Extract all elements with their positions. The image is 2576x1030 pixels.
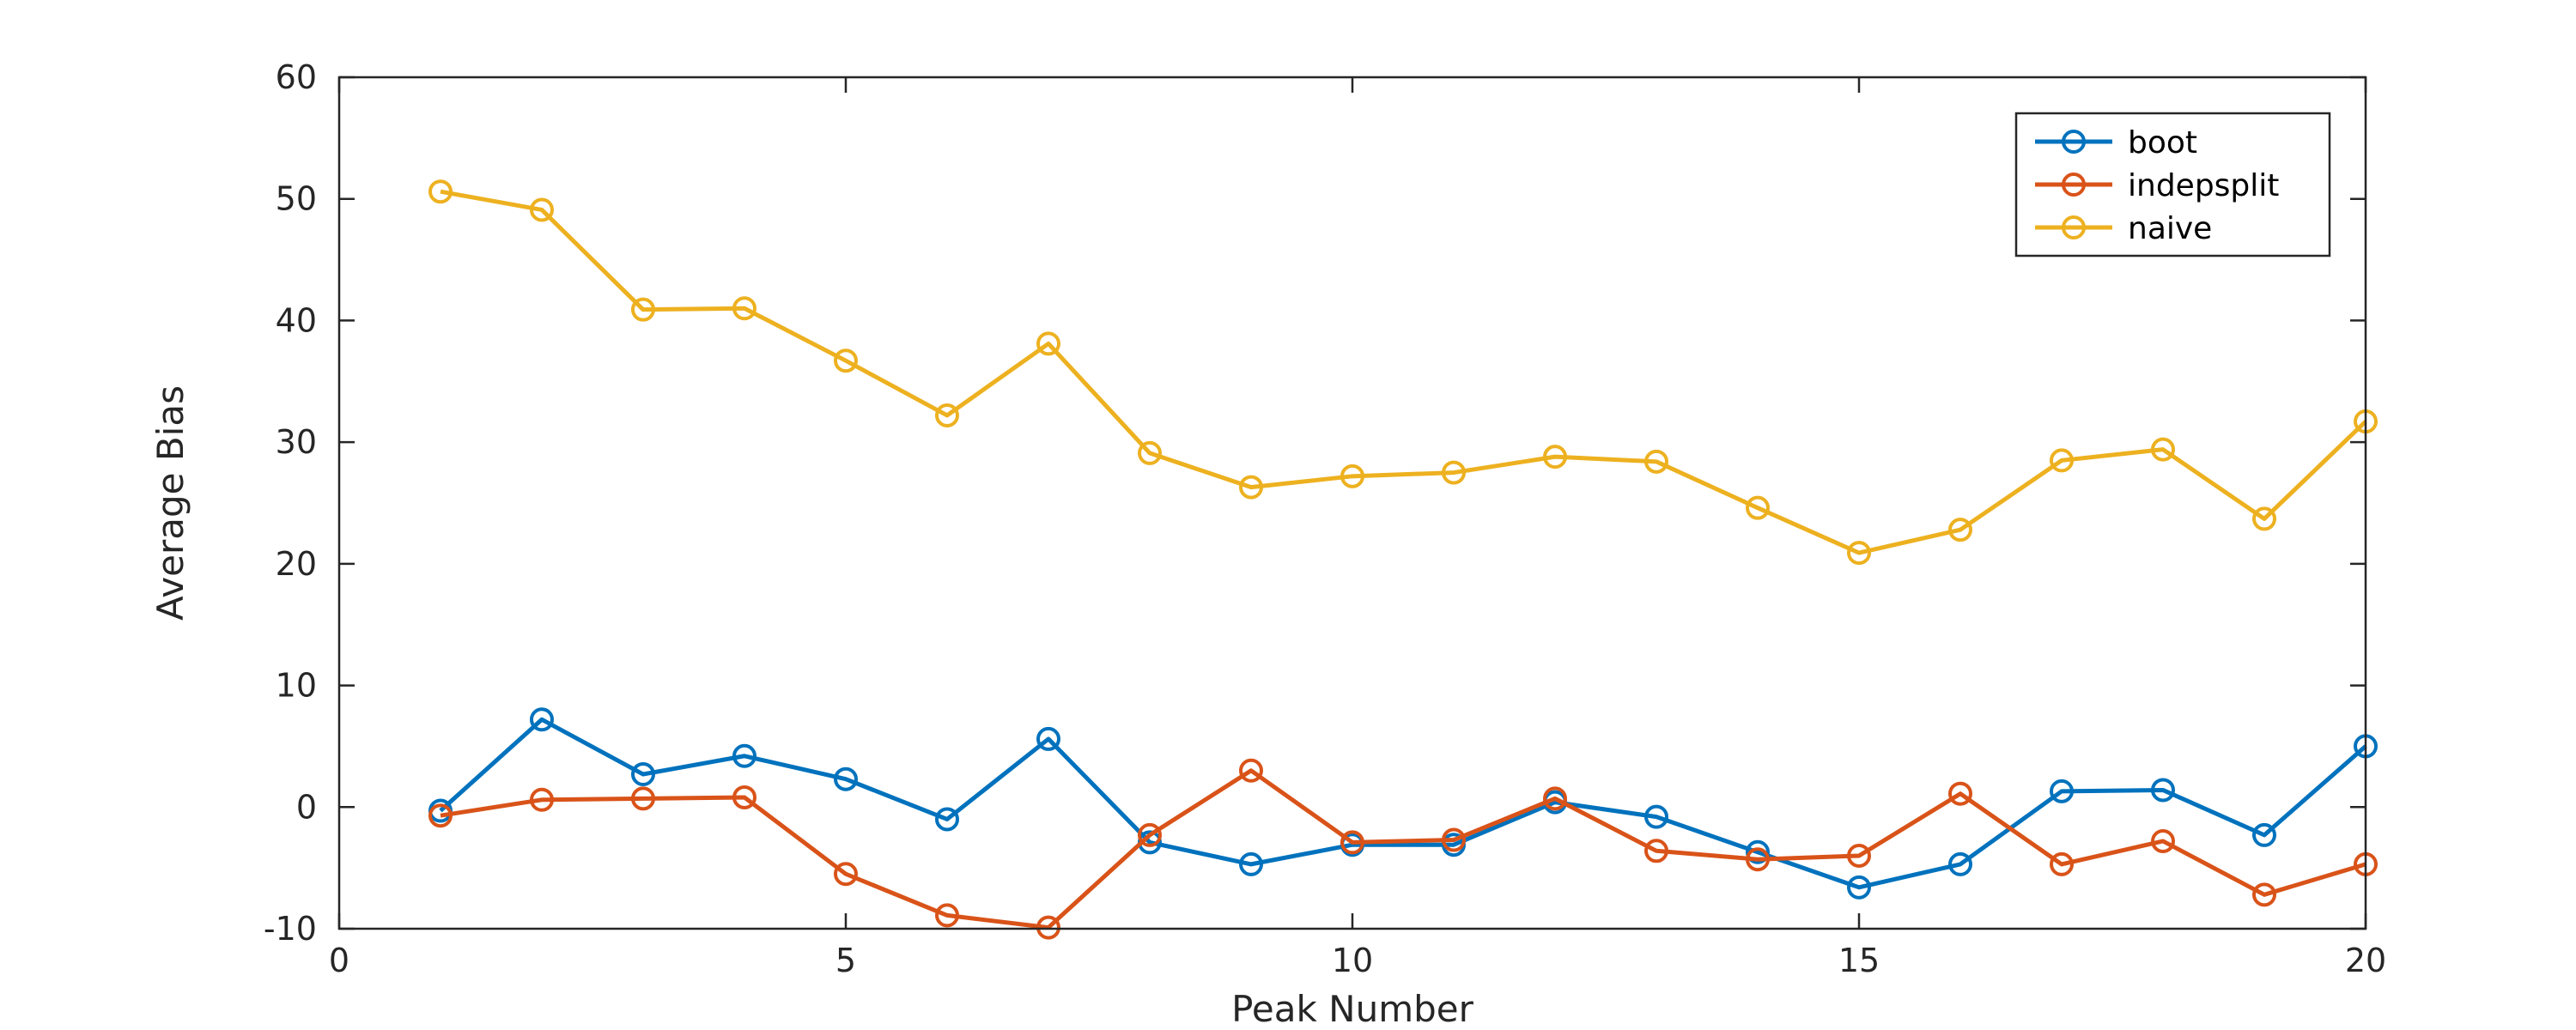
data-point-naive — [2050, 448, 2074, 473]
data-point-indepsplit — [631, 786, 655, 811]
data-point-naive — [1847, 541, 1871, 566]
data-point-naive — [1442, 460, 1466, 485]
data-point-boot — [2252, 822, 2276, 847]
data-point-boot — [1847, 875, 1871, 900]
data-point-boot — [1239, 851, 1263, 876]
series-layer — [428, 179, 2378, 940]
data-point-indepsplit — [530, 787, 554, 812]
data-point-naive — [1948, 518, 1972, 542]
data-point-naive — [1746, 495, 1770, 520]
data-point-naive — [1644, 449, 1668, 474]
data-point-naive — [631, 297, 655, 322]
data-point-boot — [935, 807, 959, 832]
data-point-boot — [2151, 778, 2175, 803]
data-point-indepsplit — [428, 803, 453, 828]
data-point-indepsplit — [732, 785, 756, 809]
data-point-indepsplit — [1442, 827, 1466, 852]
legend-marker-boot — [2062, 130, 2086, 154]
data-point-indepsplit — [834, 862, 858, 887]
data-point-naive — [732, 296, 756, 321]
x-tick-label: 5 — [835, 942, 856, 979]
data-point-indepsplit — [1340, 830, 1364, 855]
data-point-naive — [1138, 440, 1162, 465]
series-line-indepsplit — [440, 768, 2366, 930]
legend-label-naive: naive — [2128, 211, 2212, 246]
legend-marker-indepsplit — [2062, 173, 2086, 197]
legend: boot indepsplit naive — [2014, 112, 2331, 258]
data-point-boot — [1644, 804, 1668, 829]
data-point-naive — [834, 348, 858, 373]
y-tick-label: 60 — [276, 58, 317, 96]
series-boot — [428, 707, 2378, 900]
y-axis-title: Average Bias — [149, 385, 191, 621]
y-tick-label: 10 — [276, 667, 317, 705]
legend-label-boot: boot — [2128, 125, 2197, 161]
data-point-indepsplit — [2050, 851, 2074, 876]
data-point-boot — [631, 762, 655, 787]
data-point-indepsplit — [1036, 915, 1060, 940]
data-point-naive — [1340, 464, 1364, 488]
x-axis-title: Peak Number — [1231, 988, 1474, 1030]
series-line-naive — [440, 189, 2367, 555]
data-point-indepsplit — [1948, 781, 1972, 806]
data-point-indepsplit — [1644, 839, 1668, 863]
y-tick-label: 0 — [296, 788, 317, 826]
data-point-indepsplit — [1543, 786, 1567, 811]
series-line-boot — [439, 717, 2367, 890]
x-tick-label: 20 — [2345, 942, 2386, 979]
data-point-naive — [2252, 506, 2276, 531]
data-point-indepsplit — [1746, 847, 1770, 872]
data-point-boot — [732, 743, 756, 768]
data-point-naive — [530, 197, 554, 222]
data-point-indepsplit — [1847, 843, 1871, 868]
data-point-boot — [530, 707, 554, 732]
series-naive — [428, 179, 2378, 566]
x-tick-label: 0 — [329, 942, 349, 979]
y-tick-label: 20 — [276, 545, 317, 583]
data-point-naive — [935, 403, 959, 427]
x-tick-label: 10 — [1332, 942, 1373, 979]
data-point-naive — [2151, 437, 2175, 462]
data-point-indepsplit — [2151, 828, 2175, 853]
data-point-boot — [1746, 839, 1770, 864]
y-tick-label: 30 — [276, 423, 317, 461]
data-point-boot — [2050, 779, 2074, 803]
legend-marker-naive — [2062, 215, 2086, 239]
y-tick-label: 50 — [276, 180, 317, 218]
data-point-indepsplit — [2252, 882, 2276, 907]
series-indepsplit — [428, 758, 2378, 940]
y-tick-label: -10 — [264, 910, 317, 948]
x-tick-label: 15 — [1838, 942, 1880, 979]
data-point-indepsplit — [935, 903, 959, 928]
data-point-naive — [428, 179, 453, 204]
ticks-layer: 0 5 10 15 20 -10 0 10 20 30 40 50 60 — [264, 58, 2386, 979]
data-point-naive — [1036, 331, 1060, 356]
data-point-indepsplit — [1239, 758, 1263, 783]
data-point-boot — [1036, 726, 1060, 751]
data-point-boot — [834, 766, 858, 791]
legend-label-indepsplit: indepsplit — [2128, 168, 2279, 203]
data-point-naive — [1543, 445, 1567, 470]
data-point-boot — [1948, 851, 1972, 876]
data-point-indepsplit — [1138, 822, 1162, 847]
data-point-naive — [1239, 475, 1263, 500]
y-tick-label: 40 — [276, 301, 317, 339]
